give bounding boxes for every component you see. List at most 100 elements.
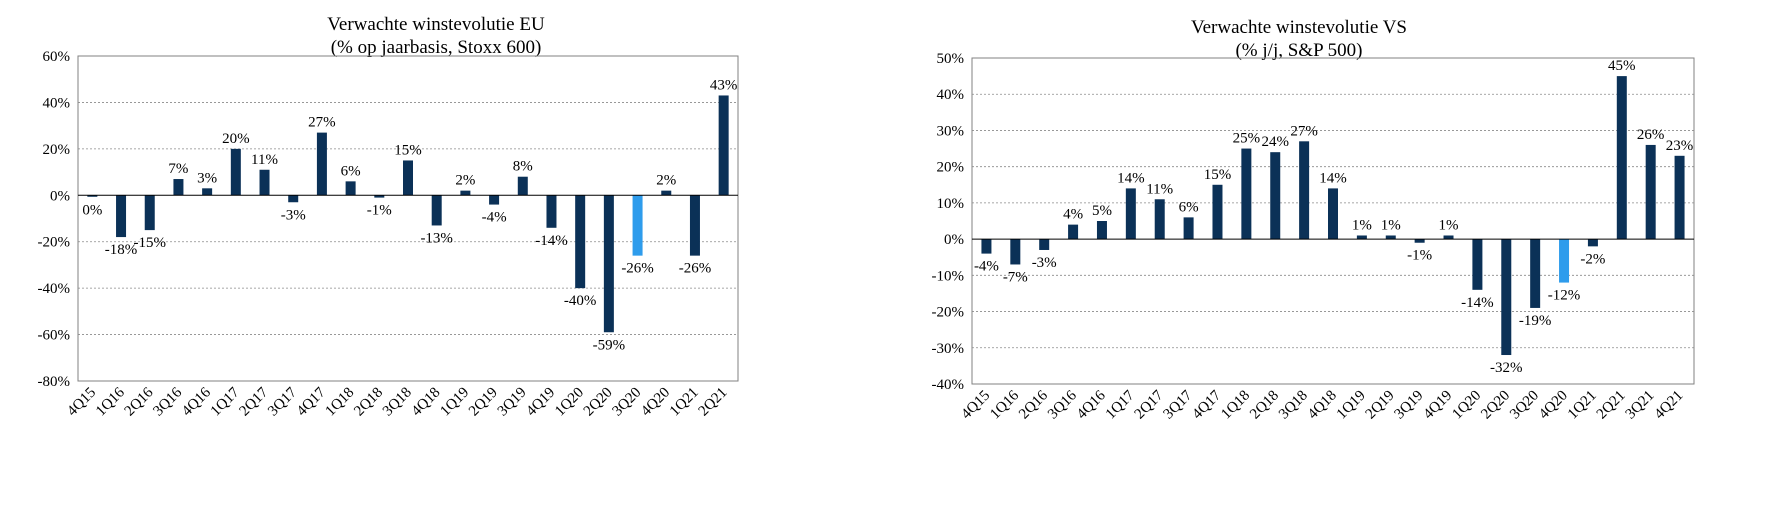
us-bar-4q19 <box>1443 235 1454 240</box>
chart-eu: Verwachte winstevolutie EU (% op jaarbas… <box>0 0 880 519</box>
eu-bar-1q21 <box>689 195 700 256</box>
eu-xtick-label: 3Q16 <box>150 384 185 419</box>
eu-data-label: 7% <box>168 161 188 177</box>
eu-bar-1q18 <box>345 181 356 196</box>
us-data-label: 25% <box>1233 131 1261 147</box>
us-xtick-label: 4Q20 <box>1536 388 1571 423</box>
us-xtick-label: 2Q21 <box>1594 388 1629 423</box>
us-data-label: -12% <box>1548 288 1581 304</box>
eu-xtick-label: 1Q18 <box>323 385 358 420</box>
us-data-label: -2% <box>1580 251 1605 267</box>
us-xtick-label: 3Q18 <box>1276 388 1311 423</box>
us-data-label: 4% <box>1063 207 1083 223</box>
chart-eu-svg: Verwachte winstevolutie EU (% op jaarbas… <box>38 14 739 420</box>
eu-data-label: 0% <box>82 202 102 218</box>
eu-xtick-label: 1Q21 <box>667 385 702 420</box>
us-xtick-label: 4Q21 <box>1651 388 1686 423</box>
eu-bar-4q15 <box>87 195 98 197</box>
us-bar-3q17 <box>1183 217 1194 240</box>
us-bar-2q17 <box>1154 199 1165 240</box>
eu-data-label: -1% <box>367 203 392 219</box>
us-xtick-label: 3Q17 <box>1161 387 1196 422</box>
eu-bar-3q20 <box>632 195 643 256</box>
us-xtick-label: 2Q19 <box>1363 388 1398 423</box>
eu-data-label: -15% <box>133 235 166 251</box>
eu-xtick-label: 3Q18 <box>380 385 415 420</box>
us-data-label: 11% <box>1146 181 1173 197</box>
eu-bar-2q21 <box>718 95 729 196</box>
us-xtick-label: 1Q18 <box>1218 388 1253 423</box>
us-bar-4q17 <box>1212 184 1223 240</box>
us-data-label: 5% <box>1092 203 1112 219</box>
eu-xtick-label: 4Q18 <box>409 385 444 420</box>
eu-bar-1q17 <box>230 148 241 196</box>
us-data-label: 26% <box>1637 127 1665 143</box>
eu-xtick-label: 2Q19 <box>466 385 501 420</box>
us-bar-2q16 <box>1039 239 1050 250</box>
chart-eu-subtitle: (% op jaarbasis, Stoxx 600) <box>331 37 542 58</box>
eu-xtick-label: 2Q21 <box>696 385 731 420</box>
eu-bar-4q17 <box>316 132 327 196</box>
eu-data-label: -3% <box>281 207 306 223</box>
eu-bar-2q17 <box>259 169 270 196</box>
eu-xtick-label: 2Q20 <box>581 385 616 420</box>
us-data-label: -1% <box>1407 248 1432 264</box>
eu-data-label: 6% <box>341 163 361 179</box>
us-xtick-label: 3Q21 <box>1623 388 1658 423</box>
us-bar-3q19 <box>1414 239 1425 243</box>
us-xtick-label: 3Q16 <box>1045 387 1080 422</box>
eu-bar-3q19 <box>517 176 528 196</box>
us-xtick-label: 2Q16 <box>1016 387 1051 422</box>
us-xtick-label: 2Q17 <box>1132 387 1167 422</box>
us-plot-frame <box>971 57 1695 385</box>
eu-bar-2q19 <box>489 195 500 205</box>
us-xtick-label: 3Q20 <box>1507 388 1542 423</box>
us-bar-3q16 <box>1068 224 1079 240</box>
eu-xtick-label: 4Q20 <box>638 385 673 420</box>
eu-xtick-label: 4Q17 <box>294 384 329 419</box>
eu-ytick-label: -80% <box>38 374 71 390</box>
eu-xtick-label: 1Q16 <box>93 384 128 419</box>
us-data-label: -3% <box>1032 255 1057 271</box>
chart-us-subtitle: (% j/j, S&P 500) <box>1235 40 1362 61</box>
us-xtick-label: 1Q16 <box>987 387 1022 422</box>
us-bar-4q21 <box>1674 155 1685 240</box>
eu-bar-2q18 <box>374 195 385 198</box>
us-bar-2q18 <box>1270 152 1281 240</box>
us-data-label: -4% <box>974 259 999 275</box>
us-bar-1q20 <box>1472 239 1483 290</box>
eu-data-label: 8% <box>513 159 533 175</box>
chart-us: Verwachte winstevolutie VS (% j/j, S&P 5… <box>880 0 1777 519</box>
us-bar-1q17 <box>1125 188 1136 240</box>
us-ytick-label: 40% <box>937 87 965 103</box>
eu-bar-3q16 <box>173 179 184 196</box>
us-ytick-label: -30% <box>932 341 965 357</box>
us-bar-1q21 <box>1587 239 1598 247</box>
us-xtick-label: 4Q17 <box>1189 387 1224 422</box>
us-ytick-label: -20% <box>932 305 965 321</box>
eu-bar-4q16 <box>202 188 213 196</box>
us-ytick-label: -40% <box>932 377 965 393</box>
us-data-label: 23% <box>1666 138 1694 154</box>
eu-bar-3q17 <box>288 195 299 203</box>
eu-ytick-label: 40% <box>43 95 71 111</box>
us-xtick-label: 1Q20 <box>1449 388 1484 423</box>
us-xtick-label: 1Q21 <box>1565 388 1600 423</box>
chart-us-title: Verwachte winstevolutie VS <box>1191 17 1407 38</box>
eu-data-label: -26% <box>621 261 654 277</box>
eu-bar-2q20 <box>603 195 614 333</box>
us-ytick-label: 30% <box>937 123 965 139</box>
us-ytick-label: -10% <box>932 268 965 284</box>
eu-data-label: 43% <box>710 77 738 93</box>
us-ytick-label: 0% <box>944 232 964 248</box>
eu-bar-1q16 <box>116 195 127 238</box>
chart-us-svg: Verwachte winstevolutie VS (% j/j, S&P 5… <box>932 17 1695 423</box>
eu-xtick-label: 1Q20 <box>552 385 587 420</box>
eu-bar-4q20 <box>661 190 672 196</box>
eu-data-label: -18% <box>105 242 138 258</box>
us-data-label: 27% <box>1290 123 1318 139</box>
us-bar-4q15 <box>981 239 992 254</box>
eu-bar-1q19 <box>460 190 471 196</box>
eu-xtick-label: 1Q17 <box>208 384 243 419</box>
eu-xtick-label: 3Q17 <box>265 384 300 419</box>
